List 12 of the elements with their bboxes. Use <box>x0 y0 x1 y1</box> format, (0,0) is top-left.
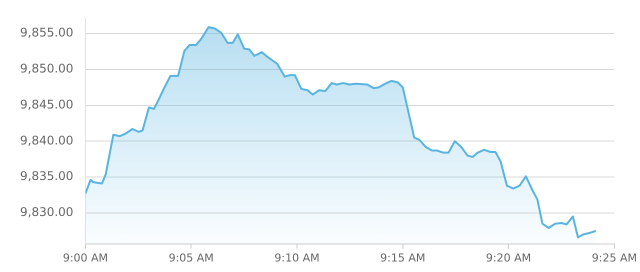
x-tick-label: 9:25 AM <box>592 251 637 264</box>
y-tick-label: 9,850.00 <box>20 62 74 76</box>
y-tick-label: 9,830.00 <box>20 205 74 220</box>
x-tick-label: 9:00 AM <box>62 251 108 264</box>
x-tick-label: 9:10 AM <box>274 251 320 264</box>
y-tick-label: 9,855.00 <box>20 26 74 40</box>
y-tick-label: 9,835.00 <box>20 169 74 184</box>
x-tick-label: 9:20 AM <box>486 251 532 264</box>
x-tick-label: 9:15 AM <box>380 251 426 264</box>
y-tick-label: 9,840.00 <box>20 133 74 148</box>
y-tick-label: 9,845.00 <box>20 97 74 112</box>
x-tick-label: 9:05 AM <box>168 251 214 264</box>
